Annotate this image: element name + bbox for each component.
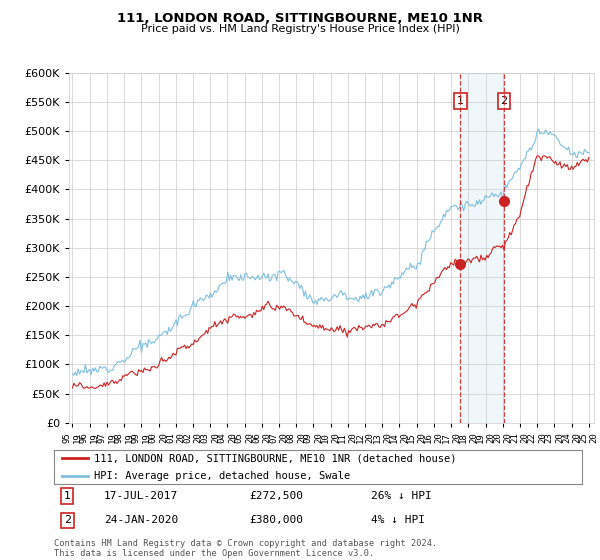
Text: £380,000: £380,000 [250,515,304,525]
Text: 2: 2 [500,96,508,106]
Text: 24-JAN-2020: 24-JAN-2020 [104,515,178,525]
Text: £272,500: £272,500 [250,491,304,501]
Bar [460,73,504,423]
Text: Contains HM Land Registry data © Crown copyright and database right 2024.
This d: Contains HM Land Registry data © Crown c… [54,539,437,558]
Text: 111, LONDON ROAD, SITTINGBOURNE, ME10 1NR (detached house): 111, LONDON ROAD, SITTINGBOURNE, ME10 1N… [94,454,456,463]
Text: 4% ↓ HPI: 4% ↓ HPI [371,515,425,525]
Text: 2: 2 [64,515,71,525]
Text: 1: 1 [457,96,464,106]
Text: 1: 1 [64,491,71,501]
Text: HPI: Average price, detached house, Swale: HPI: Average price, detached house, Swal… [94,471,350,480]
Text: 17-JUL-2017: 17-JUL-2017 [104,491,178,501]
Text: 111, LONDON ROAD, SITTINGBOURNE, ME10 1NR: 111, LONDON ROAD, SITTINGBOURNE, ME10 1N… [117,12,483,25]
Text: 26% ↓ HPI: 26% ↓ HPI [371,491,431,501]
Text: Price paid vs. HM Land Registry's House Price Index (HPI): Price paid vs. HM Land Registry's House … [140,24,460,34]
